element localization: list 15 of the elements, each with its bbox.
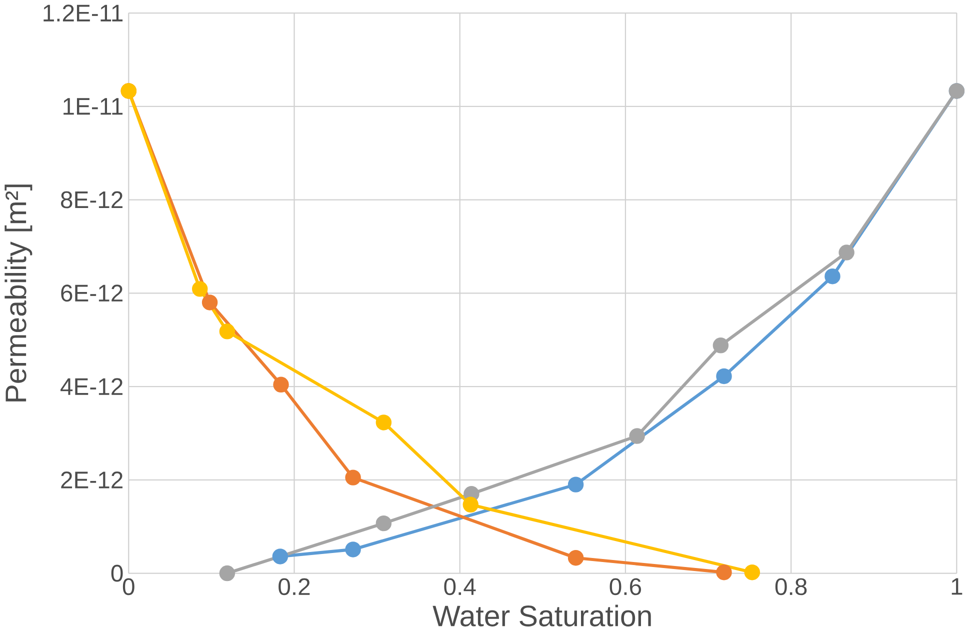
y-tick-label: 6E-12	[61, 284, 122, 302]
x-tick-label: 0.2	[278, 578, 310, 596]
x-tick-label: 0.4	[444, 578, 476, 596]
y-tick-label: 1E-11	[64, 98, 123, 115]
y-tick-label: 8E-12	[61, 191, 122, 208]
y-tick-label: 2E-12	[61, 471, 122, 488]
x-axis-title: Water Saturation	[432, 604, 651, 626]
y-tick-label: 4E-12	[60, 378, 122, 395]
y-axis-title: Permeability [m²]	[4, 184, 32, 402]
y-tick-label: 0	[111, 564, 123, 582]
x-tick-label: 0.6	[610, 578, 642, 596]
x-tick-label: 1	[952, 578, 962, 595]
y-tick-label: 1.2E-11	[44, 4, 123, 22]
x-tick-label: 0	[122, 578, 134, 596]
x-tick-label: 0.8	[775, 578, 807, 596]
